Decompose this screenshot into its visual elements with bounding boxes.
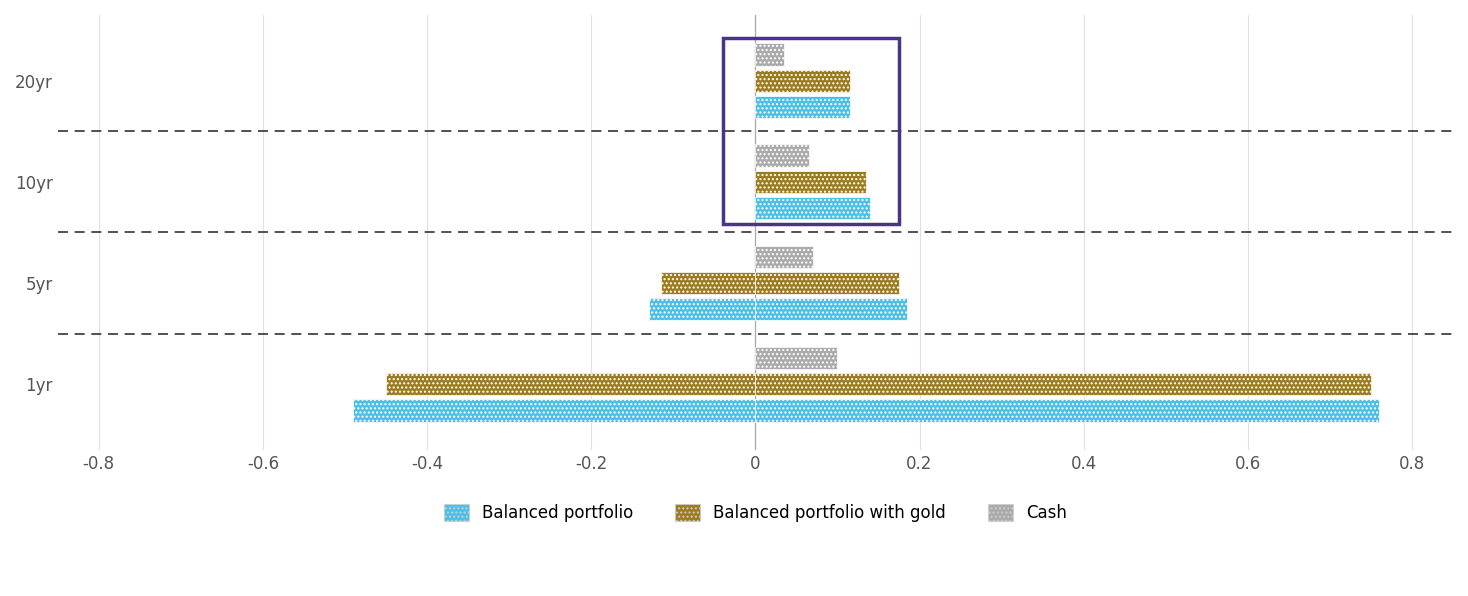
Legend: Balanced portfolio, Balanced portfolio with gold, Cash: Balanced portfolio, Balanced portfolio w… xyxy=(437,497,1073,529)
Bar xyxy=(756,197,871,219)
Bar xyxy=(649,298,756,321)
Bar xyxy=(661,272,756,294)
Bar xyxy=(756,298,907,321)
Bar xyxy=(756,399,1378,421)
Bar xyxy=(756,144,809,167)
Bar xyxy=(756,373,1371,395)
Bar xyxy=(756,70,850,92)
Bar xyxy=(354,399,756,421)
Bar xyxy=(756,246,813,268)
Bar xyxy=(756,44,784,66)
Bar xyxy=(756,272,898,294)
Bar xyxy=(386,373,756,395)
Bar xyxy=(756,96,850,118)
Bar xyxy=(756,347,837,369)
Bar xyxy=(756,170,866,193)
